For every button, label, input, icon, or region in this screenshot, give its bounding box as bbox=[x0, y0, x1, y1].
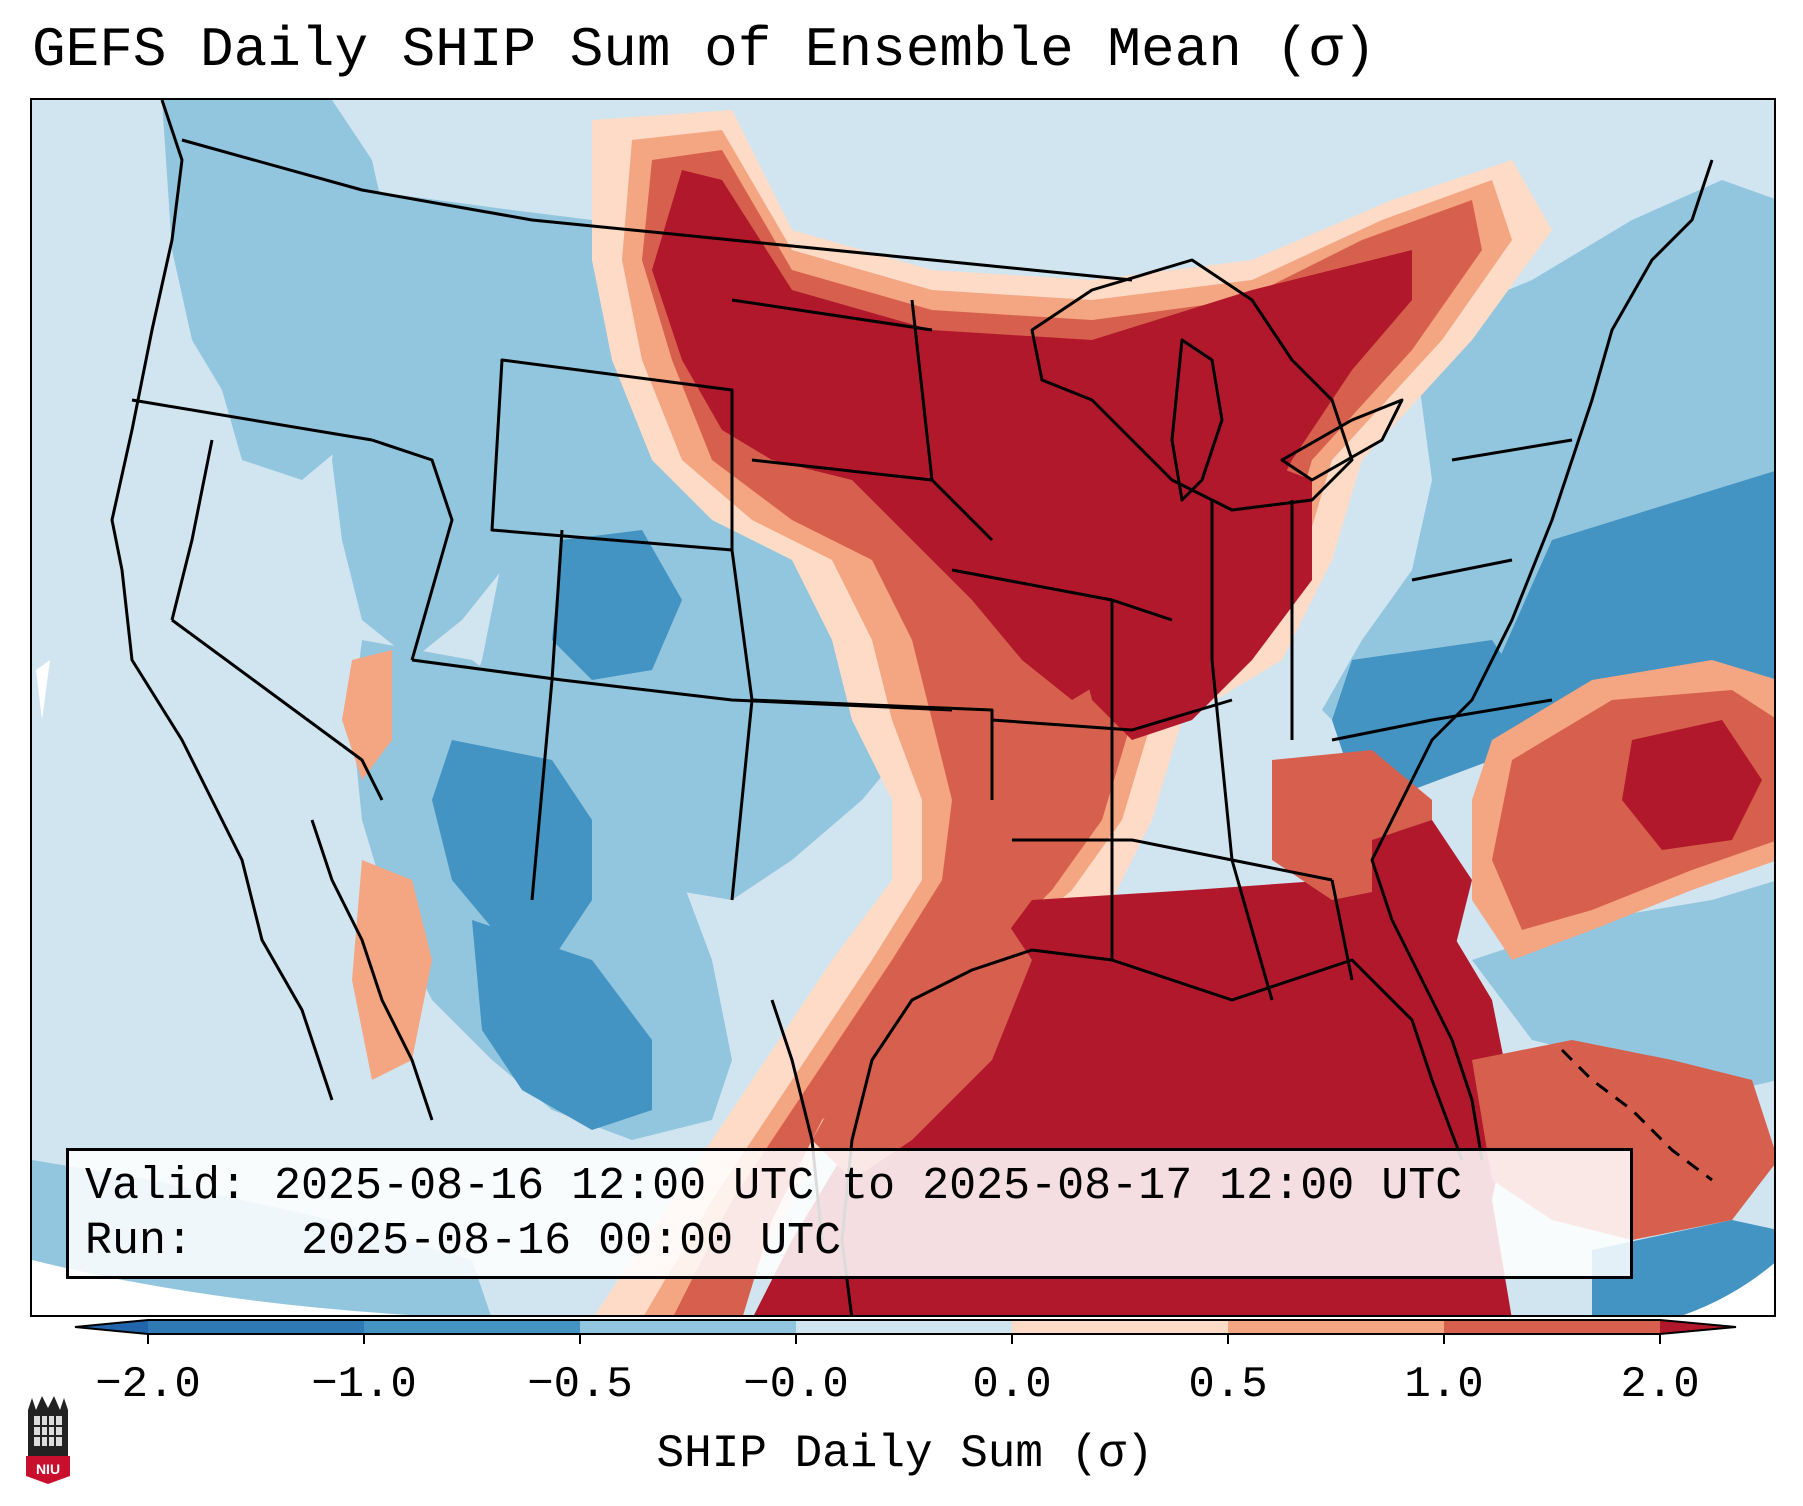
state-line-14 bbox=[991, 698, 1233, 732]
edge-wedge-bottom-left bbox=[32, 1260, 410, 1315]
colorbar-bin bbox=[796, 1320, 1012, 1334]
positive-anomaly-regions bbox=[342, 110, 1774, 1315]
colorbar-under-arrow bbox=[75, 1320, 148, 1334]
colorbar-bin bbox=[1444, 1320, 1660, 1334]
state-line-22 bbox=[1330, 879, 1354, 981]
state-line-12 bbox=[910, 299, 934, 481]
state-line-1 bbox=[131, 398, 373, 442]
colorbar-ticks bbox=[147, 1334, 1661, 1344]
region-dark-red-georgia bbox=[1372, 820, 1472, 1000]
niu-logo-icon: NIU bbox=[26, 1396, 70, 1484]
region-mid-blue-caribbean bbox=[1592, 1220, 1774, 1315]
region-mid-blue-colorado bbox=[552, 530, 682, 680]
colorbar-tick-label: 1.0 bbox=[1404, 1360, 1484, 1410]
colorbar-bin bbox=[364, 1320, 580, 1334]
colorbar-tick-label: 0.5 bbox=[1188, 1360, 1268, 1410]
colorbar-tick-label: −2.0 bbox=[95, 1360, 201, 1410]
logo-text: NIU bbox=[36, 1461, 60, 1477]
colorbar-label: SHIP Daily Sum (σ) bbox=[656, 1428, 1154, 1480]
colorbar-bin bbox=[1012, 1320, 1228, 1334]
canada-border-line bbox=[181, 138, 1133, 282]
valid-value: 2025-08-16 12:00 UTC to 2025-08-17 12:00… bbox=[274, 1161, 1463, 1212]
region-red-gulf-west bbox=[812, 900, 1032, 1180]
colorbar-bin bbox=[148, 1320, 364, 1334]
colorbar-tick-label: 2.0 bbox=[1620, 1360, 1700, 1410]
run-label: Run: bbox=[85, 1216, 194, 1267]
valid-label: Valid: bbox=[85, 1161, 248, 1212]
state-line-21 bbox=[1451, 438, 1573, 462]
state-line-20 bbox=[1411, 558, 1513, 582]
state-line-4 bbox=[371, 438, 454, 661]
state-line-3 bbox=[171, 618, 384, 801]
boundaries bbox=[110, 100, 1714, 1315]
baja-coast-line bbox=[310, 819, 434, 1121]
domain-edge bbox=[32, 660, 1774, 1315]
region-mid-blue-arizona bbox=[432, 740, 592, 960]
colorbar-bin bbox=[580, 1320, 796, 1334]
state-line-19 bbox=[1331, 698, 1553, 742]
lake-erie-line bbox=[1280, 398, 1404, 482]
state-line-23 bbox=[1230, 859, 1274, 1001]
region-mid-blue-sonora bbox=[472, 920, 652, 1130]
map-panel bbox=[30, 98, 1776, 1317]
state-line-10 bbox=[731, 298, 933, 332]
valid-run-info-box: Valid: 2025-08-16 12:00 UTC to 2025-08-1… bbox=[66, 1148, 1633, 1279]
lake-michigan-line bbox=[1170, 338, 1224, 502]
run-value: 2025-08-16 00:00 UTC bbox=[301, 1216, 842, 1267]
colorbar-tick-label: −1.0 bbox=[311, 1360, 417, 1410]
chart-title: GEFS Daily SHIP Sum of Ensemble Mean (σ) bbox=[32, 18, 1377, 82]
great-lakes-line bbox=[1030, 258, 1354, 512]
edge-wedge-bottom-right bbox=[1683, 1263, 1774, 1315]
colorbar-tick-label: −0.0 bbox=[743, 1360, 849, 1410]
state-line-9 bbox=[751, 698, 994, 800]
colorbar-tick-label: −0.5 bbox=[527, 1360, 633, 1410]
region-salmon-california bbox=[352, 860, 432, 1080]
map-svg bbox=[32, 100, 1774, 1315]
colorbar-over-arrow bbox=[1660, 1320, 1736, 1334]
region-salmon-nevada bbox=[342, 650, 392, 780]
east-coast-line bbox=[1370, 159, 1714, 1161]
region-dark-red-ohio-valley bbox=[1072, 450, 1312, 740]
state-line-17 bbox=[1210, 500, 1234, 861]
colorbar-bin bbox=[1228, 1320, 1444, 1334]
region-dark-red-atlantic bbox=[1622, 720, 1762, 850]
colorbar-tick-label: 0.0 bbox=[972, 1360, 1052, 1410]
state-line-7 bbox=[530, 529, 564, 901]
edge-wedge-left bbox=[36, 660, 50, 720]
state-line-2 bbox=[170, 439, 214, 621]
colorbar-outline bbox=[74, 1319, 1737, 1335]
bahamas-islands-line bbox=[1560, 1048, 1713, 1182]
state-line-15 bbox=[1012, 838, 1333, 882]
west-coast-line bbox=[110, 100, 334, 1101]
